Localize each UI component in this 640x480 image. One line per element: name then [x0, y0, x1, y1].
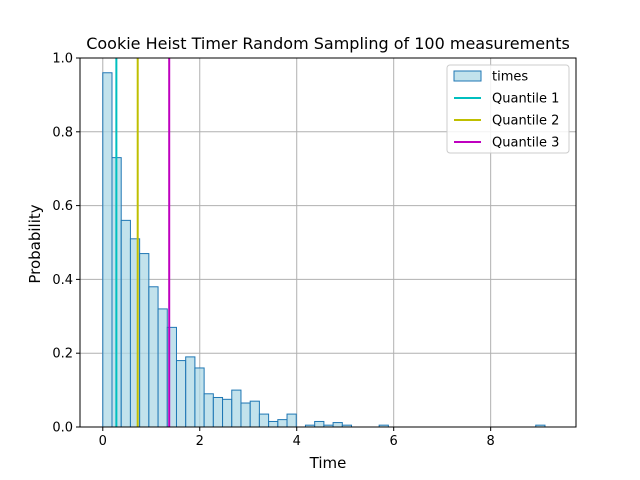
histogram-bar: [120, 219, 131, 428]
histogram-bar: [258, 413, 270, 428]
x-tick-label: 2: [196, 434, 204, 449]
x-tick-label: 6: [390, 434, 398, 449]
y-tick-label: 0.0: [52, 421, 73, 436]
histogram-bar: [240, 402, 251, 428]
legend-label: Quantile 2: [492, 114, 559, 129]
histogram-bar: [212, 396, 224, 428]
legend-label: Quantile 3: [492, 136, 559, 151]
histogram-bar: [175, 360, 187, 428]
legend: times Quantile 1 Quantile 2 Quantile 3: [446, 64, 570, 154]
histogram-bar: [102, 72, 113, 428]
histogram-bar: [157, 308, 168, 428]
histogram-bar: [185, 356, 196, 428]
y-tick-label: 0.2: [52, 347, 73, 362]
histogram-bar: [249, 400, 260, 428]
chart-title: Cookie Heist Timer Random Sampling of 10…: [86, 34, 570, 53]
histogram-bar: [231, 389, 242, 428]
x-axis-title: Time: [309, 454, 347, 472]
histogram-bar: [148, 286, 159, 428]
histogram-bar: [314, 420, 325, 428]
x-tick-label: 4: [293, 434, 301, 449]
histogram-bar: [139, 253, 150, 428]
y-tick-label: 0.8: [52, 125, 73, 140]
histogram-bar: [222, 398, 233, 428]
y-tick-label: 0.6: [52, 199, 73, 214]
plot-frame: [79, 57, 577, 428]
quantile-lines: [115, 58, 171, 427]
legend-box: [446, 64, 570, 154]
legend-label: times: [492, 70, 528, 85]
y-tick-label: 0.4: [52, 273, 73, 288]
y-axis-title: Probability: [26, 204, 44, 283]
x-tick-label: 8: [487, 434, 495, 449]
y-tick-label: 1.0: [52, 52, 73, 67]
histogram-bar: [194, 367, 205, 428]
histogram-bar: [332, 422, 343, 428]
x-tick-label: 0: [99, 434, 107, 449]
histogram-bar: [203, 393, 214, 428]
legend-label: Quantile 1: [492, 92, 559, 107]
histogram-bar: [286, 413, 297, 428]
legend-swatch: [453, 70, 482, 82]
histogram-bar: [277, 419, 288, 428]
histogram-bar: [268, 420, 279, 428]
axis-ticks: 0 2 4 6 8 0.0 0.2 0.4 0.6 0.8 1.0: [52, 52, 494, 450]
